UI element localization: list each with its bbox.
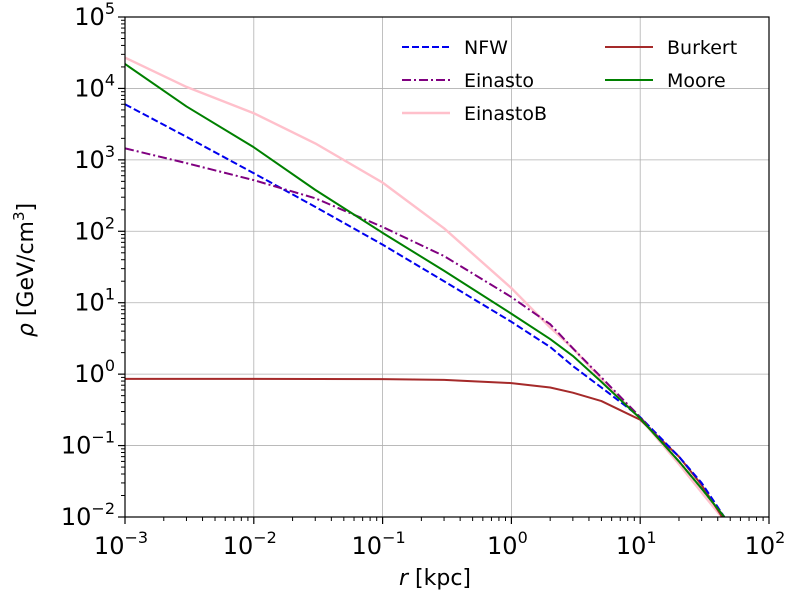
x-tick-exponent: −1 [382, 528, 406, 547]
y-tick-label: 10−2 [61, 499, 115, 531]
y-tick-base: 10 [61, 432, 92, 460]
series-line-einastob [125, 56, 724, 517]
x-tick-base: 10 [94, 532, 125, 560]
x-axis-variable: r [399, 566, 410, 591]
y-tick-exponent: 5 [105, 0, 115, 18]
x-tick-label: 10−1 [352, 528, 406, 560]
y-tick-label: 103 [74, 142, 115, 174]
legend: NFW Einasto EinastoB Burkert Moore [402, 37, 737, 125]
y-tick-exponent: 3 [105, 142, 115, 161]
x-axis-label: r [kpc] [399, 566, 471, 591]
x-tick-exponent: 0 [518, 528, 528, 547]
x-tick-exponent: 1 [646, 528, 656, 547]
y-tick-exponent: 0 [105, 356, 115, 375]
y-axis-unit-close: ] [14, 203, 39, 212]
y-tick-label: 105 [74, 0, 115, 31]
y-axis-label: ρ [GeV/cm3] [10, 203, 39, 337]
legend-item-nfw: NFW [402, 37, 508, 59]
y-tick-base: 10 [74, 217, 105, 245]
y-axis-unit: [GeV/cm [14, 221, 39, 323]
plot-area [125, 17, 769, 517]
x-tick-exponent: −2 [253, 528, 277, 547]
y-tick-label: 101 [74, 285, 115, 317]
x-tick-label: 102 [745, 528, 786, 560]
y-tick-label: 104 [74, 70, 115, 102]
series-line-moore [125, 63, 726, 517]
x-tick-label: 10−3 [94, 528, 148, 560]
series-lines [125, 56, 726, 517]
major-ticks [118, 16, 770, 524]
y-tick-base: 10 [74, 289, 105, 317]
series-line-nfw [125, 103, 726, 517]
legend-item-einasto: Einasto [402, 70, 534, 92]
x-tick-base: 10 [616, 532, 647, 560]
x-tick-base: 10 [352, 532, 383, 560]
x-tick-exponent: −3 [124, 528, 148, 547]
x-tick-label: 100 [487, 528, 528, 560]
x-tick-base: 10 [745, 532, 776, 560]
y-tick-exponent: 2 [105, 213, 115, 232]
legend-label: NFW [464, 37, 508, 59]
legend-label: Einasto [464, 70, 534, 92]
legend-label: EinastoB [464, 103, 547, 125]
x-tick-label: 101 [616, 528, 657, 560]
y-tick-exponent: 4 [105, 70, 115, 89]
x-tick-base: 10 [223, 532, 254, 560]
y-tick-base: 10 [61, 503, 92, 531]
plot-frame [124, 16, 770, 518]
x-tick-labels: 10−3 10−2 10−1 100 101 102 [94, 528, 785, 560]
x-axis-unit: [kpc] [408, 566, 471, 591]
legend-label: Moore [667, 70, 726, 92]
legend-item-einastob: EinastoB [402, 103, 547, 125]
y-tick-label: 102 [74, 213, 115, 245]
legend-item-burkert: Burkert [605, 37, 737, 59]
legend-label: Burkert [667, 37, 737, 59]
minor-ticks [121, 19, 764, 521]
y-tick-label: 100 [74, 356, 115, 388]
x-tick-base: 10 [487, 532, 518, 560]
y-tick-base: 10 [74, 3, 105, 31]
y-tick-exponent: 1 [105, 285, 115, 304]
y-tick-exponent: −1 [91, 428, 115, 447]
x-tick-exponent: 2 [775, 528, 785, 547]
y-axis-unit-exponent: 3 [10, 211, 28, 221]
y-tick-label: 10−1 [61, 428, 115, 460]
legend-item-moore: Moore [605, 70, 726, 92]
x-tick-label: 10−2 [223, 528, 277, 560]
y-tick-exponent: −2 [91, 499, 115, 518]
y-tick-base: 10 [74, 74, 105, 102]
y-tick-base: 10 [74, 146, 105, 174]
y-tick-base: 10 [74, 360, 105, 388]
y-axis-variable: ρ [14, 323, 39, 337]
